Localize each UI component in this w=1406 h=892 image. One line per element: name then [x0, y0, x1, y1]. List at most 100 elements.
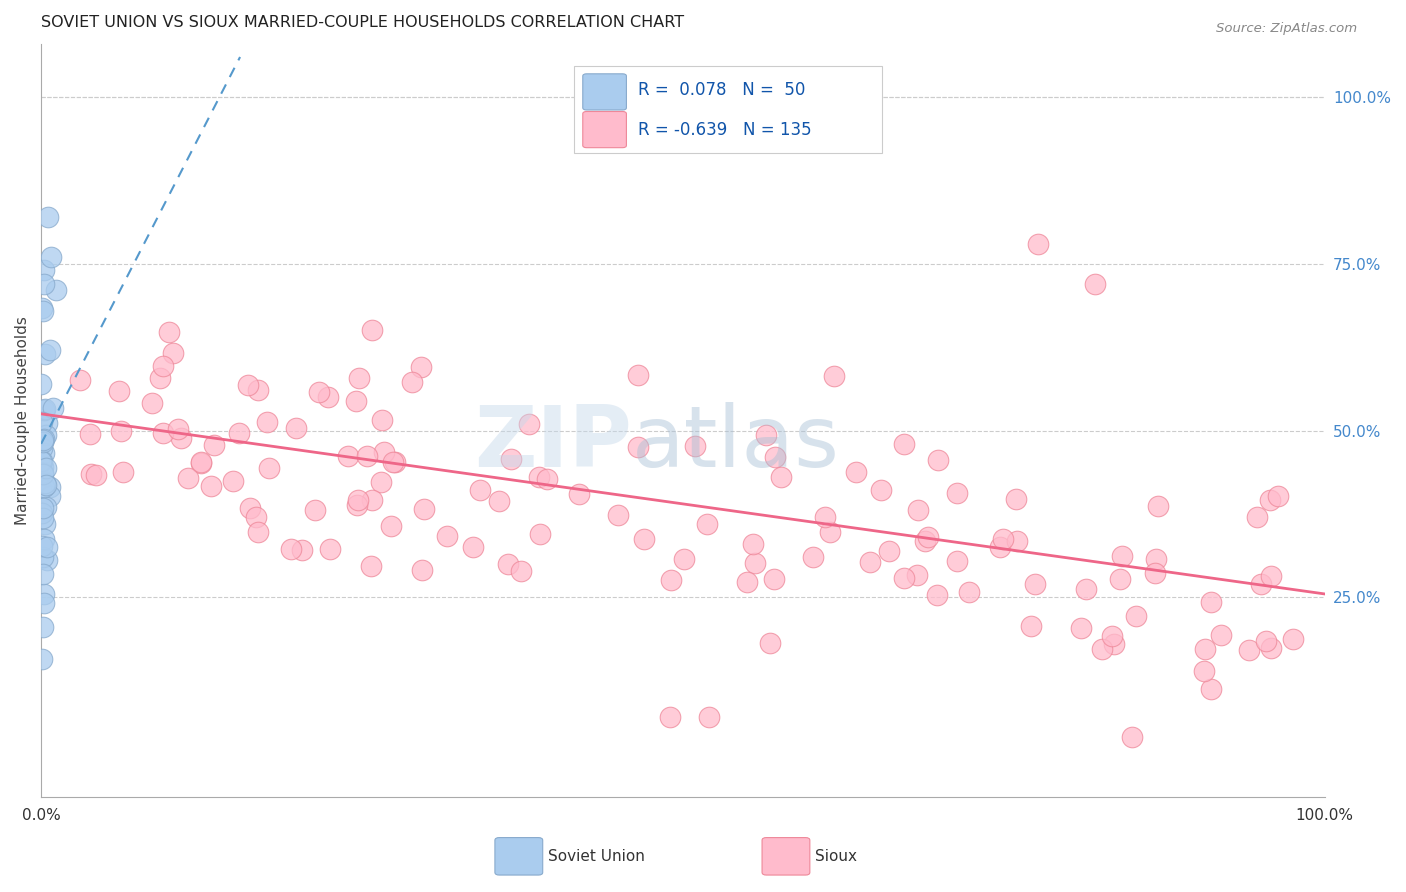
- Point: [169, 431, 191, 445]
- Point: [845, 465, 868, 479]
- Point: [1111, 549, 1133, 563]
- Point: [1192, 664, 1215, 678]
- Point: [1201, 682, 1223, 697]
- Point: [1143, 566, 1166, 580]
- Point: [31, 301, 53, 316]
- Point: [31, 651, 53, 665]
- Point: [529, 527, 551, 541]
- Point: [384, 455, 406, 469]
- Point: [633, 533, 655, 547]
- Point: [30, 458, 52, 473]
- Point: [1070, 621, 1092, 635]
- Point: [991, 532, 1014, 546]
- Point: [347, 370, 370, 384]
- Point: [496, 557, 519, 571]
- Point: [463, 540, 485, 554]
- Point: [801, 549, 824, 564]
- Point: [673, 552, 696, 566]
- Point: [346, 498, 368, 512]
- Point: [380, 519, 402, 533]
- Text: ZIP: ZIP: [474, 401, 631, 484]
- Point: [80, 467, 103, 482]
- Point: [527, 469, 550, 483]
- Y-axis label: Married-couple Households: Married-couple Households: [15, 316, 30, 525]
- Point: [735, 574, 758, 589]
- Point: [337, 449, 360, 463]
- Point: [1237, 643, 1260, 657]
- Point: [32, 303, 55, 318]
- Point: [285, 420, 308, 434]
- Point: [568, 487, 591, 501]
- Point: [69, 372, 91, 386]
- Point: [239, 501, 262, 516]
- Point: [149, 371, 172, 385]
- Point: [32, 403, 55, 417]
- Point: [1260, 640, 1282, 655]
- Point: [1199, 594, 1222, 608]
- Point: [111, 465, 134, 479]
- Point: [510, 564, 533, 578]
- Point: [1144, 552, 1167, 566]
- FancyBboxPatch shape: [582, 74, 627, 110]
- Point: [1125, 609, 1147, 624]
- Point: [256, 415, 278, 429]
- Text: Soviet Union: Soviet Union: [548, 849, 645, 863]
- Point: [31, 415, 53, 429]
- Point: [45, 284, 67, 298]
- Point: [37, 210, 59, 224]
- Point: [401, 375, 423, 389]
- Point: [39, 343, 62, 357]
- Point: [31, 454, 53, 468]
- Point: [627, 368, 650, 382]
- Point: [34, 516, 56, 531]
- Point: [917, 530, 939, 544]
- Point: [247, 524, 270, 539]
- Point: [41, 250, 63, 264]
- Point: [360, 559, 382, 574]
- Point: [31, 466, 53, 480]
- Point: [627, 440, 650, 454]
- Point: [257, 461, 280, 475]
- Point: [190, 455, 212, 469]
- Point: [927, 453, 949, 467]
- Point: [31, 506, 53, 520]
- Point: [35, 461, 58, 475]
- Point: [84, 468, 107, 483]
- Point: [409, 360, 432, 375]
- Point: [946, 486, 969, 500]
- Point: [499, 451, 522, 466]
- Point: [893, 437, 915, 451]
- Point: [200, 479, 222, 493]
- Point: [32, 263, 55, 277]
- Point: [304, 503, 326, 517]
- Point: [34, 277, 56, 291]
- Point: [37, 553, 59, 567]
- Point: [344, 393, 367, 408]
- Point: [1104, 637, 1126, 651]
- Point: [32, 446, 55, 460]
- Point: [373, 444, 395, 458]
- Point: [152, 359, 174, 373]
- Point: [869, 483, 891, 497]
- Point: [32, 587, 55, 601]
- Point: [34, 347, 56, 361]
- Point: [32, 467, 55, 481]
- Point: [35, 427, 58, 442]
- Point: [659, 710, 682, 724]
- Point: [34, 402, 56, 417]
- Point: [769, 469, 792, 483]
- Point: [39, 480, 62, 494]
- Point: [32, 466, 55, 480]
- Point: [31, 510, 53, 524]
- Point: [1256, 633, 1278, 648]
- Point: [32, 480, 55, 494]
- Point: [202, 438, 225, 452]
- Point: [988, 540, 1011, 554]
- Text: R = -0.639   N = 135: R = -0.639 N = 135: [638, 120, 811, 138]
- Point: [1209, 628, 1232, 642]
- Point: [1090, 641, 1112, 656]
- Point: [245, 510, 267, 524]
- Point: [488, 493, 510, 508]
- Point: [290, 543, 312, 558]
- Point: [370, 475, 392, 490]
